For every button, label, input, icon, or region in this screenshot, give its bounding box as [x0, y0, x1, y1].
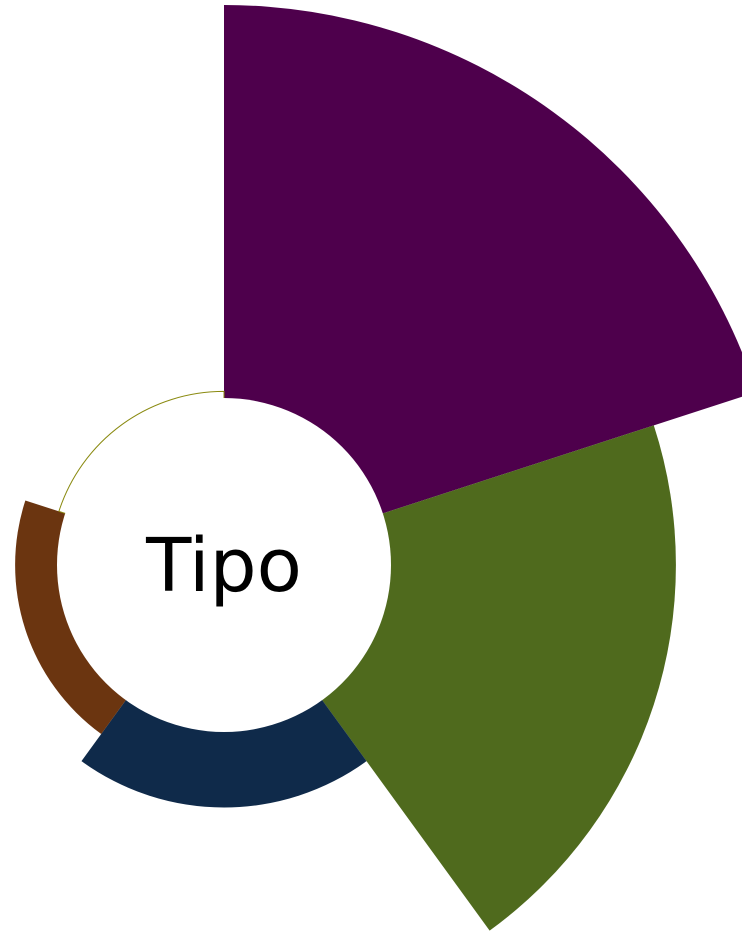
center-label: Tipo — [145, 523, 302, 609]
